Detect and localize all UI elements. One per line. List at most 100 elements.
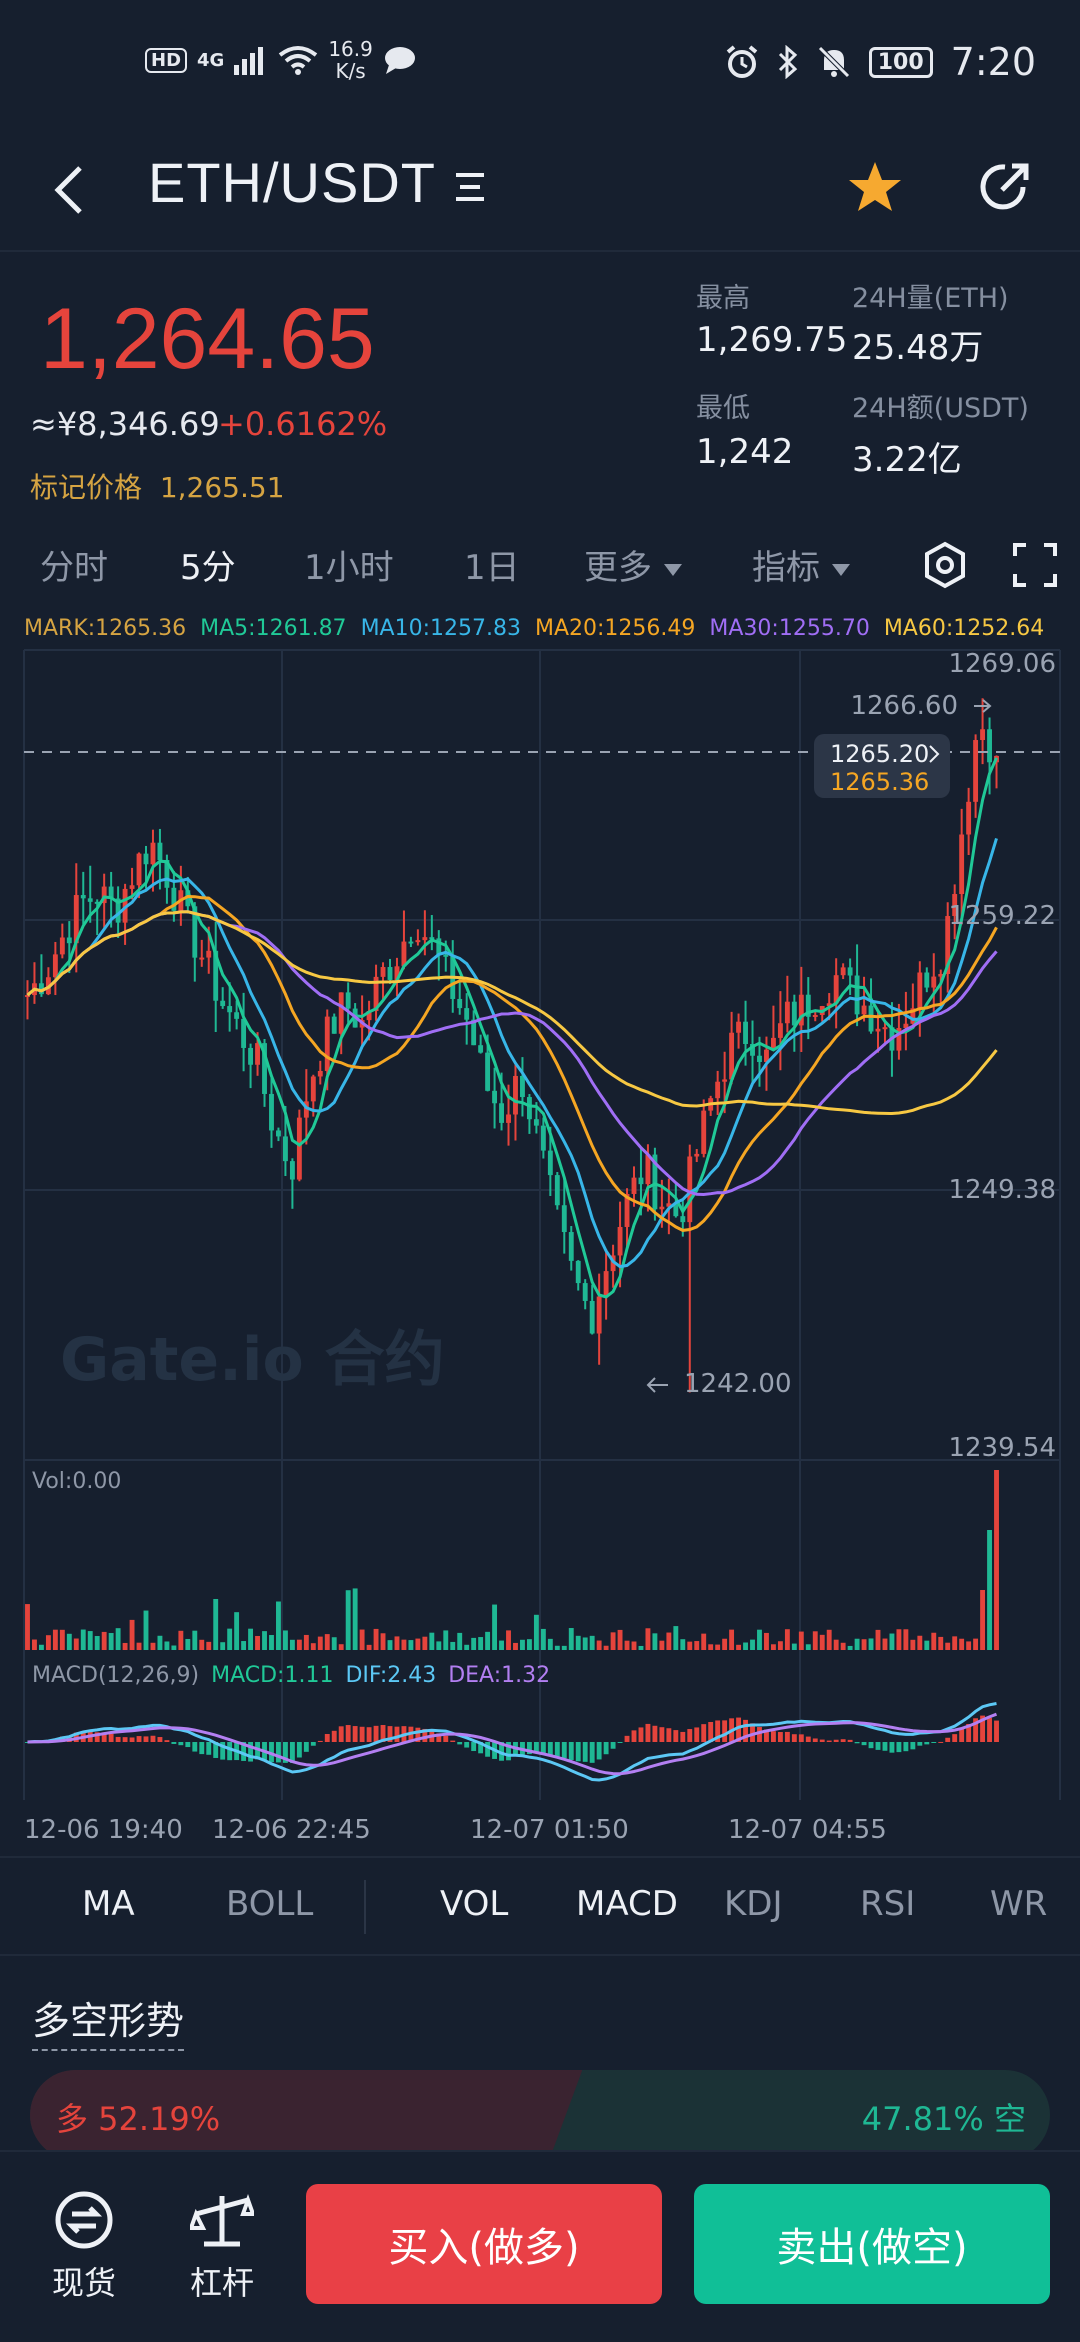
volume-bar	[52, 1629, 58, 1650]
candle-body	[478, 1045, 484, 1053]
tab-5min[interactable]: 5分	[180, 548, 236, 588]
candle-body	[108, 886, 114, 899]
sell-short-button[interactable]: 卖出(做空)	[694, 2184, 1050, 2304]
buy-long-button[interactable]: 买入(做多)	[306, 2184, 662, 2304]
candle-body	[506, 1114, 511, 1123]
macd-bar	[561, 1742, 567, 1759]
volume-bar	[359, 1629, 365, 1650]
candle-body	[868, 1005, 874, 1032]
macd-bar	[791, 1734, 797, 1742]
volume-bar	[875, 1629, 881, 1650]
bottom-action-bar: 现货 杠杆 买入(做多) 卖出(做空)	[0, 2150, 1080, 2342]
chart-grid	[23, 649, 1061, 1800]
volume-bar	[269, 1635, 274, 1650]
volume-bar	[729, 1629, 735, 1650]
ind-rsi[interactable]: RSI	[860, 1884, 916, 1924]
lever-nav[interactable]: 杠杆	[172, 2190, 272, 2304]
high-value: 1,269.75	[696, 320, 848, 360]
spot-nav[interactable]: 现货	[34, 2190, 134, 2304]
volume-bar	[408, 1640, 414, 1650]
share-icon[interactable]	[970, 152, 1040, 222]
signal-icon	[234, 47, 264, 75]
tab-more-label: 更多	[584, 548, 652, 588]
volume-bar	[352, 1588, 358, 1650]
volume-bar	[73, 1638, 79, 1650]
candle-body	[87, 898, 93, 902]
volume-bar	[401, 1639, 407, 1650]
ind-macd[interactable]: MACD	[576, 1884, 678, 1924]
macd-bar	[896, 1742, 902, 1753]
macd-bar	[610, 1742, 616, 1749]
long-short-title[interactable]: 多空形势	[32, 1990, 185, 2051]
candle-body	[875, 1028, 881, 1032]
macd-bar	[554, 1742, 560, 1757]
tab-1hour[interactable]: 1小时	[304, 548, 394, 588]
volume-bar	[206, 1641, 212, 1650]
tab-indicators[interactable]: 指标	[752, 540, 850, 589]
macd-bar	[715, 1720, 721, 1742]
macd-bar	[617, 1742, 623, 1743]
volume-bar	[143, 1610, 149, 1650]
high-marker: 1266.60	[850, 691, 958, 721]
ind-boll[interactable]: BOLL	[226, 1884, 314, 1924]
tab-1day[interactable]: 1日	[464, 548, 520, 588]
volume-bar	[450, 1641, 456, 1650]
volume-bar	[889, 1633, 895, 1650]
volume-label: Vol:0.00	[32, 1469, 121, 1494]
candle-body	[213, 950, 219, 1001]
hd-badge: HD	[145, 47, 188, 73]
volume-bar	[805, 1644, 811, 1650]
favorite-star-icon[interactable]	[840, 152, 910, 222]
candle-body	[150, 842, 156, 865]
tab-more[interactable]: 更多	[584, 540, 682, 589]
fullscreen-icon[interactable]	[1012, 542, 1058, 588]
divider	[364, 1880, 366, 1934]
ma10-line	[26, 837, 998, 1269]
long-percent: 多 52.19%	[56, 2100, 221, 2138]
macd-bar	[213, 1742, 219, 1758]
macd-bar	[478, 1742, 484, 1754]
candle-body	[422, 937, 428, 941]
macd-bar	[199, 1742, 205, 1755]
volume-bar	[366, 1644, 372, 1650]
ind-ma[interactable]: MA	[82, 1884, 135, 1924]
legend-ma60: MA60:1252.64	[883, 616, 1045, 641]
candle-body	[624, 1193, 630, 1227]
ind-kdj[interactable]: KDJ	[724, 1884, 783, 1924]
candle-body	[743, 1021, 748, 1045]
macd-bar	[220, 1742, 226, 1760]
current-price-box	[814, 734, 950, 798]
candles	[25, 698, 999, 1393]
low-label: 最低	[696, 393, 750, 424]
macd-bar	[826, 1740, 832, 1742]
volume-bar	[743, 1642, 748, 1650]
volume-bar	[777, 1641, 783, 1650]
pair-selector[interactable]: ETH/USDT	[148, 150, 488, 215]
candle-body	[38, 983, 44, 995]
back-arrow-icon[interactable]	[40, 148, 100, 228]
candle-body	[401, 941, 407, 967]
volume-bar	[45, 1635, 51, 1650]
macd-bar	[282, 1742, 288, 1763]
macd-bar	[471, 1742, 477, 1752]
ind-vol[interactable]: VOL	[440, 1884, 509, 1924]
ind-wr[interactable]: WR	[990, 1884, 1048, 1924]
macd-bar	[108, 1733, 114, 1742]
volume-bar	[436, 1641, 442, 1650]
candle-body	[366, 1011, 372, 1021]
candle-body	[687, 1156, 693, 1223]
kline-chart[interactable]: Gate.io 合约 1269.06 1259.22 1249.38 1239.…	[0, 640, 1080, 1860]
legend-ma5: MA5:1261.87	[200, 616, 347, 641]
volume-bar	[38, 1644, 44, 1650]
volume-bar	[25, 1604, 30, 1650]
volume-bar	[736, 1644, 742, 1650]
tab-timeshare[interactable]: 分时	[40, 548, 108, 588]
message-icon	[384, 47, 415, 74]
macd-histogram	[25, 1702, 999, 1782]
candle-body	[227, 1006, 233, 1013]
volume-bar	[910, 1639, 916, 1650]
settings-icon[interactable]	[920, 540, 970, 590]
volume-bar	[868, 1638, 874, 1650]
volume-bar	[582, 1637, 588, 1650]
x-label-3: 12-07 01:50	[470, 1815, 629, 1845]
